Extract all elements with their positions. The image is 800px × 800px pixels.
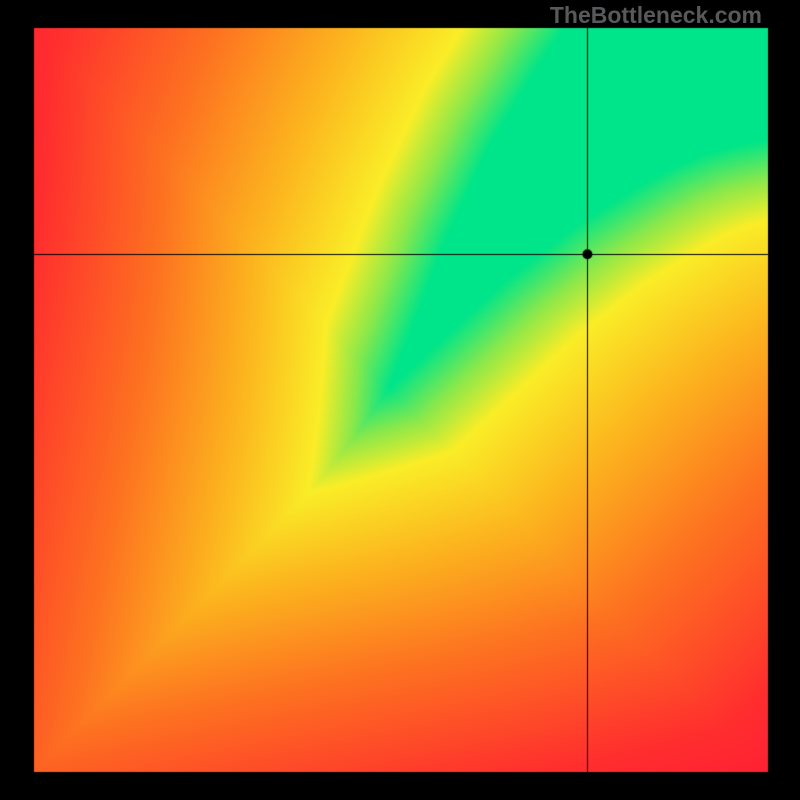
- watermark-text: TheBottleneck.com: [550, 2, 762, 29]
- chart-container: TheBottleneck.com: [0, 0, 800, 800]
- crosshair-overlay: [0, 0, 800, 800]
